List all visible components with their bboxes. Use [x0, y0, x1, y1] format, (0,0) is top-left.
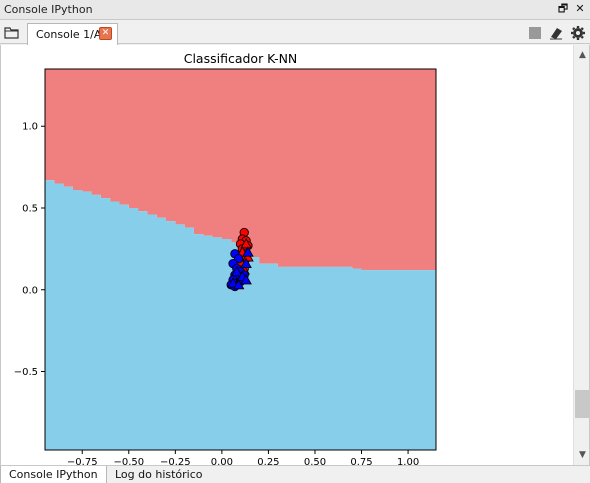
panel-title: Console IPython [4, 3, 93, 16]
bottom-tabbar: Console IPython Log do histórico [0, 465, 590, 483]
x-tick-label: 0.50 [304, 457, 326, 465]
close-panel-icon[interactable]: ✕ [575, 2, 585, 15]
y-tick-label: −0.5 [14, 367, 38, 378]
point-class-1-triangle [242, 246, 254, 257]
tab-console-1a[interactable]: Console 1/A ✕ [27, 23, 118, 45]
point-class-0-triangle [240, 238, 252, 249]
y-tick-label: 0.0 [22, 285, 38, 296]
point-class-1-triangle [231, 265, 243, 277]
x-tick-label: 1.00 [397, 457, 419, 465]
point-class-1-triangle [240, 257, 252, 269]
panel-titlebar: Console IPython 🗗 ✕ [0, 0, 590, 20]
scroll-down-icon[interactable]: ▼ [579, 450, 586, 460]
scroll-up-icon[interactable]: ▲ [579, 50, 586, 60]
y-tick-label: 0.5 [22, 203, 38, 214]
scrollbar-thumb[interactable] [575, 390, 589, 418]
gear-icon[interactable] [570, 25, 586, 41]
decision-region-class-0 [45, 69, 436, 271]
console-output-area[interactable]: −0.75 −0.50 −0.25 0.00 0.25 0.50 0.75 1.00 −0.5… [0, 45, 590, 465]
bottom-tab-console-ipython[interactable]: Console IPython [0, 466, 107, 483]
x-tick-label: 0.25 [257, 457, 279, 465]
eraser-icon[interactable] [548, 25, 564, 41]
x-tick-label: 0.75 [350, 457, 372, 465]
plot-frame [44, 68, 437, 451]
x-tick-label: 0.00 [211, 457, 233, 465]
x-tick-label: −0.50 [113, 457, 144, 465]
point-class-1-triangle [240, 274, 252, 285]
folder-icon[interactable] [4, 25, 20, 41]
x-tick-label: −0.75 [67, 457, 98, 465]
console-tabbar: Console 1/A ✕ [0, 20, 590, 45]
knn-plot: −0.75 −0.50 −0.25 0.00 0.25 0.50 0.75 1.00 −0.5… [14, 51, 437, 465]
tab-label: Console 1/A [36, 28, 102, 41]
undock-icon[interactable]: 🗗 [557, 2, 569, 15]
y-tick-label: 1.0 [22, 122, 38, 133]
stop-icon[interactable] [527, 25, 543, 41]
bottom-tab-history-log[interactable]: Log do histórico [115, 468, 203, 481]
chart-title: Classificador K-NN [184, 51, 298, 66]
vertical-scrollbar[interactable]: ▲ ▼ [573, 45, 589, 465]
x-tick-label: −0.25 [160, 457, 191, 465]
decision-region-class-1 [45, 180, 436, 451]
tab-close-icon[interactable]: ✕ [99, 27, 112, 40]
